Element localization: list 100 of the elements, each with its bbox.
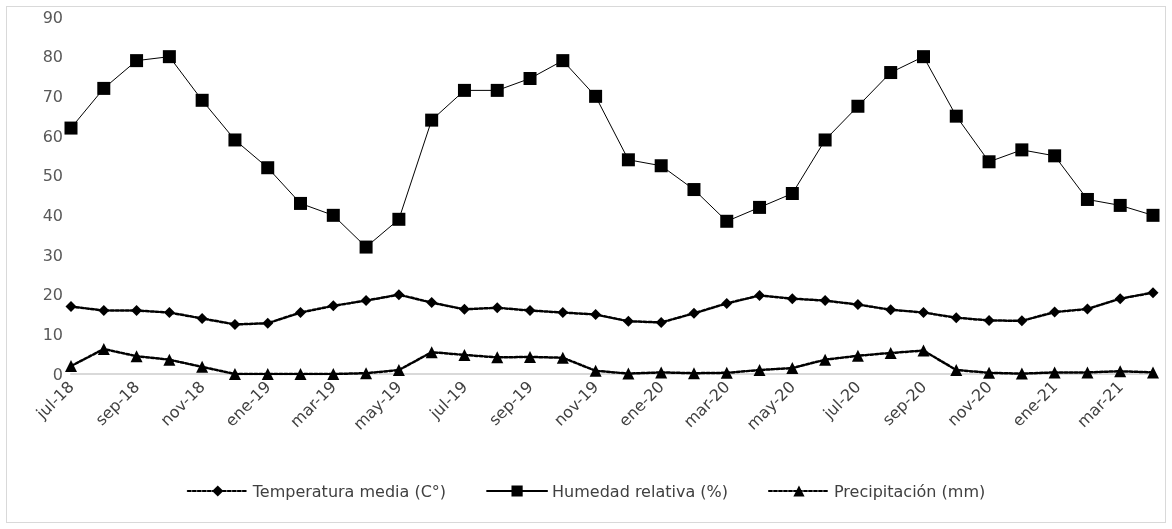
point [195,93,209,107]
point [228,368,241,380]
point [524,350,537,363]
point [1048,366,1061,379]
point [557,307,569,319]
point [655,366,668,379]
point [720,366,733,379]
point [326,208,340,222]
point [687,183,701,197]
point [720,214,734,228]
point [754,289,766,301]
point [884,346,897,359]
point [753,364,766,377]
point [818,133,832,147]
point [1081,303,1093,315]
point [1080,192,1094,206]
point [458,303,470,315]
y-tick-label: 60 [42,126,63,146]
point [786,293,798,305]
point [852,299,864,311]
point [295,307,307,319]
point [426,297,438,309]
point [949,109,963,123]
point [393,289,405,301]
point [721,297,733,309]
legend-label: Humedad relativa (%) [552,481,728,501]
point [392,212,406,226]
point [1016,315,1028,327]
point [491,302,503,314]
point [523,71,537,85]
point [360,295,372,307]
point [196,312,208,324]
point [851,99,865,113]
point [1015,143,1029,157]
point [786,362,799,375]
point [490,83,504,97]
y-tick-label: 70 [42,86,63,106]
point [457,83,471,97]
y-tick-label: 80 [42,47,63,67]
point [688,307,700,319]
point [1081,366,1094,379]
point [916,50,930,64]
point [228,133,242,147]
point [589,364,602,377]
point [1147,366,1159,379]
point [785,187,799,201]
point [392,364,405,377]
point [491,351,504,364]
point [261,368,274,380]
point [359,240,373,254]
point [1048,149,1062,163]
point [983,366,996,379]
point [98,305,110,317]
point [327,300,339,312]
point [885,304,897,316]
point [425,113,439,127]
y-tick-label: 40 [42,205,63,225]
point [130,54,144,68]
point [162,50,176,64]
point [917,344,930,357]
point [229,318,241,330]
point [524,305,536,317]
point [261,161,275,175]
point [262,317,274,329]
point [1114,293,1126,305]
point [851,349,864,362]
point [458,348,471,361]
y-tick-label: 20 [42,285,63,305]
point [360,367,373,380]
point [621,153,635,167]
point [590,309,602,320]
point [654,159,668,173]
point [130,350,143,363]
legend-label: Precipitación (mm) [833,481,986,501]
point [425,346,438,359]
point [196,360,209,373]
point [982,155,996,169]
y-tick-label: 90 [42,7,63,27]
point [64,121,78,135]
point [655,316,667,328]
legend-label: Temperatura media (C°) [251,481,447,501]
point [983,314,995,326]
point [97,343,110,356]
y-tick-label: 10 [42,324,63,344]
point [687,367,700,380]
point [97,81,111,95]
point [556,351,569,364]
point [753,200,767,214]
point [622,367,635,380]
y-tick-label: 30 [42,245,63,265]
point [327,368,340,380]
point [556,54,570,68]
point [1146,208,1160,222]
point [819,295,831,307]
point [1113,198,1127,212]
point [294,368,307,380]
y-tick-label: 0 [52,364,63,384]
point [1015,367,1028,380]
point [1049,306,1061,318]
point [950,312,962,324]
